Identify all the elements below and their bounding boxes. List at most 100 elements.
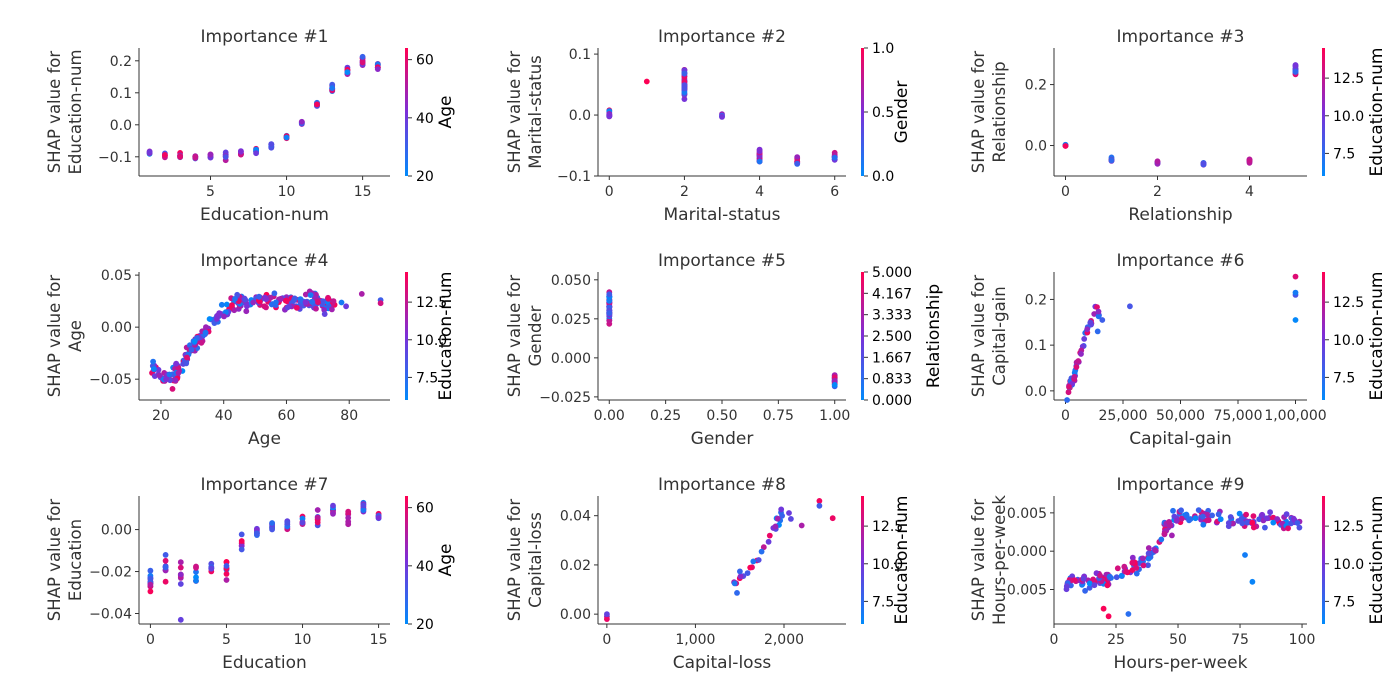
importance-6-point — [1095, 313, 1102, 320]
importance-9-point — [1100, 605, 1107, 612]
importance-3-y-label-line: SHAP value for — [969, 51, 988, 174]
importance-4-point — [282, 297, 289, 304]
importance-1-x-label: Education-num — [200, 205, 329, 225]
importance-1-colorbar-tick-label: 60 — [416, 53, 434, 69]
importance-9-colorbar-label: Education-num — [1367, 496, 1387, 625]
importance-9-point — [1071, 577, 1078, 583]
importance-4-point — [163, 376, 170, 383]
importance-9-x-tick-label: 50 — [1169, 632, 1187, 648]
importance-4-point — [166, 371, 173, 378]
importance-2-title: Importance #2 — [658, 27, 786, 47]
importance-7-x-tick-label: 15 — [370, 632, 388, 648]
importance-8-x-tick-label: 1,000 — [675, 632, 715, 648]
importance-9-title: Importance #9 — [1117, 475, 1245, 495]
importance-4-point — [358, 291, 365, 297]
importance-7-x-tick-label: 5 — [222, 632, 231, 648]
importance-2-x-tick-label: 6 — [830, 184, 839, 200]
importance-5-colorbar-tick-label: 3.333 — [872, 308, 912, 324]
importance-9-point — [1121, 563, 1128, 570]
importance-3-x-tick-label: 0 — [1061, 184, 1070, 200]
importance-6-point — [1065, 389, 1072, 396]
importance-6-colorbar-gradient — [1322, 272, 1325, 400]
importance-1-point — [298, 118, 305, 125]
importance-3-y-tick-label: 0.2 — [1025, 78, 1047, 94]
importance-5-point — [831, 382, 838, 388]
importance-4-point — [242, 296, 249, 303]
importance-4-x-tick-label: 60 — [278, 408, 296, 424]
importance-2-colorbar-tick-label: 1.0 — [872, 41, 894, 57]
importance-6-y-tick-label: 0.0 — [1025, 384, 1047, 400]
importance-4-point — [188, 346, 195, 353]
importance-4-point — [172, 377, 179, 384]
importance-9-point — [1129, 559, 1136, 566]
importance-6-x-tick-label: 75,000 — [1214, 408, 1263, 424]
importance-8-y-tick-label: 0.00 — [560, 607, 591, 623]
importance-7-colorbar: 20 40 60 Age — [405, 496, 456, 633]
importance-7-colorbar-tick-label: 20 — [416, 617, 434, 633]
importance-9-point — [1086, 584, 1093, 591]
importance-4-point — [256, 293, 262, 300]
importance-6-point — [1292, 317, 1299, 323]
importance-7-y-tick-label: −0.04 — [89, 607, 132, 623]
importance-8-point — [737, 573, 744, 580]
importance-7-point — [223, 571, 230, 577]
importance-5-points — [606, 289, 838, 390]
importance-2-point — [606, 111, 613, 118]
importance-4-point — [202, 329, 209, 336]
importance-9-panel: Importance #90 25 50 75 100−0.0050.0000.005H… — [969, 475, 1387, 673]
importance-4-point — [155, 366, 162, 373]
importance-4-point — [216, 310, 223, 317]
importance-4-point — [277, 295, 284, 302]
importance-6-colorbar-tick-label: 12.5 — [1333, 295, 1364, 311]
importance-9-point — [1296, 524, 1303, 531]
importance-9-point — [1145, 562, 1151, 569]
importance-6-point — [1071, 369, 1078, 376]
importance-6-points — [1064, 273, 1299, 403]
importance-2-x-tick-label: 0 — [605, 184, 614, 200]
importance-1-colorbar: 20 40 60 Age — [405, 48, 456, 185]
importance-9-point — [1090, 576, 1096, 583]
importance-4-y-label-line: SHAP value for — [45, 275, 64, 398]
importance-9-point — [1239, 520, 1246, 527]
importance-5-colorbar-tick-label: 1.667 — [872, 350, 912, 366]
importance-7-point — [314, 507, 321, 513]
importance-2-point — [681, 82, 688, 88]
importance-3-point — [1292, 69, 1299, 75]
importance-5-colorbar-gradient — [861, 272, 864, 400]
importance-3-colorbar-tick-label: 10.0 — [1333, 109, 1364, 125]
importance-1-x-tick-label: 5 — [206, 184, 215, 200]
importance-8-colorbar-label: Education-num — [892, 496, 912, 625]
importance-7-y-tick-label: 0.00 — [101, 523, 132, 539]
importance-4-point — [284, 304, 291, 311]
importance-9-y-tick-label: 0.000 — [1007, 544, 1047, 560]
importance-1-point — [253, 150, 259, 157]
importance-9-point — [1114, 565, 1121, 572]
importance-9-y-tick-label: 0.005 — [1007, 506, 1047, 522]
importance-4-points — [149, 288, 384, 392]
importance-9-point — [1274, 516, 1281, 522]
importance-4-y-tick-label: 0.00 — [101, 320, 132, 336]
importance-5-y-tick-label: −0.025 — [539, 390, 591, 406]
importance-4-point — [198, 339, 205, 346]
importance-9-x-tick-label: 100 — [1289, 632, 1316, 648]
importance-4-point — [150, 358, 157, 365]
importance-2-colorbar-tick-label: 0.5 — [872, 105, 894, 121]
importance-8-point — [829, 515, 836, 522]
importance-5-y-label-line: Gender — [526, 305, 545, 366]
importance-6-point — [1094, 304, 1100, 310]
importance-6-panel: Importance #6 0 25,000 50,000 75,000 1,00,000… — [969, 251, 1387, 449]
importance-6-point — [1099, 317, 1106, 323]
importance-6-point — [1066, 384, 1072, 390]
importance-8-point — [788, 516, 794, 522]
importance-4-point — [377, 300, 384, 307]
importance-5-colorbar-tick-label: 0.833 — [872, 372, 912, 388]
importance-7-point — [177, 559, 184, 566]
importance-6-x-label: Capital-gain — [1129, 429, 1231, 449]
importance-2-point — [719, 114, 725, 120]
importance-5-colorbar-tick-label: 0.000 — [872, 393, 912, 409]
importance-9-point — [1082, 587, 1088, 594]
importance-6-point — [1094, 328, 1101, 335]
importance-9-point — [1249, 519, 1256, 526]
importance-9-point — [1205, 517, 1212, 524]
